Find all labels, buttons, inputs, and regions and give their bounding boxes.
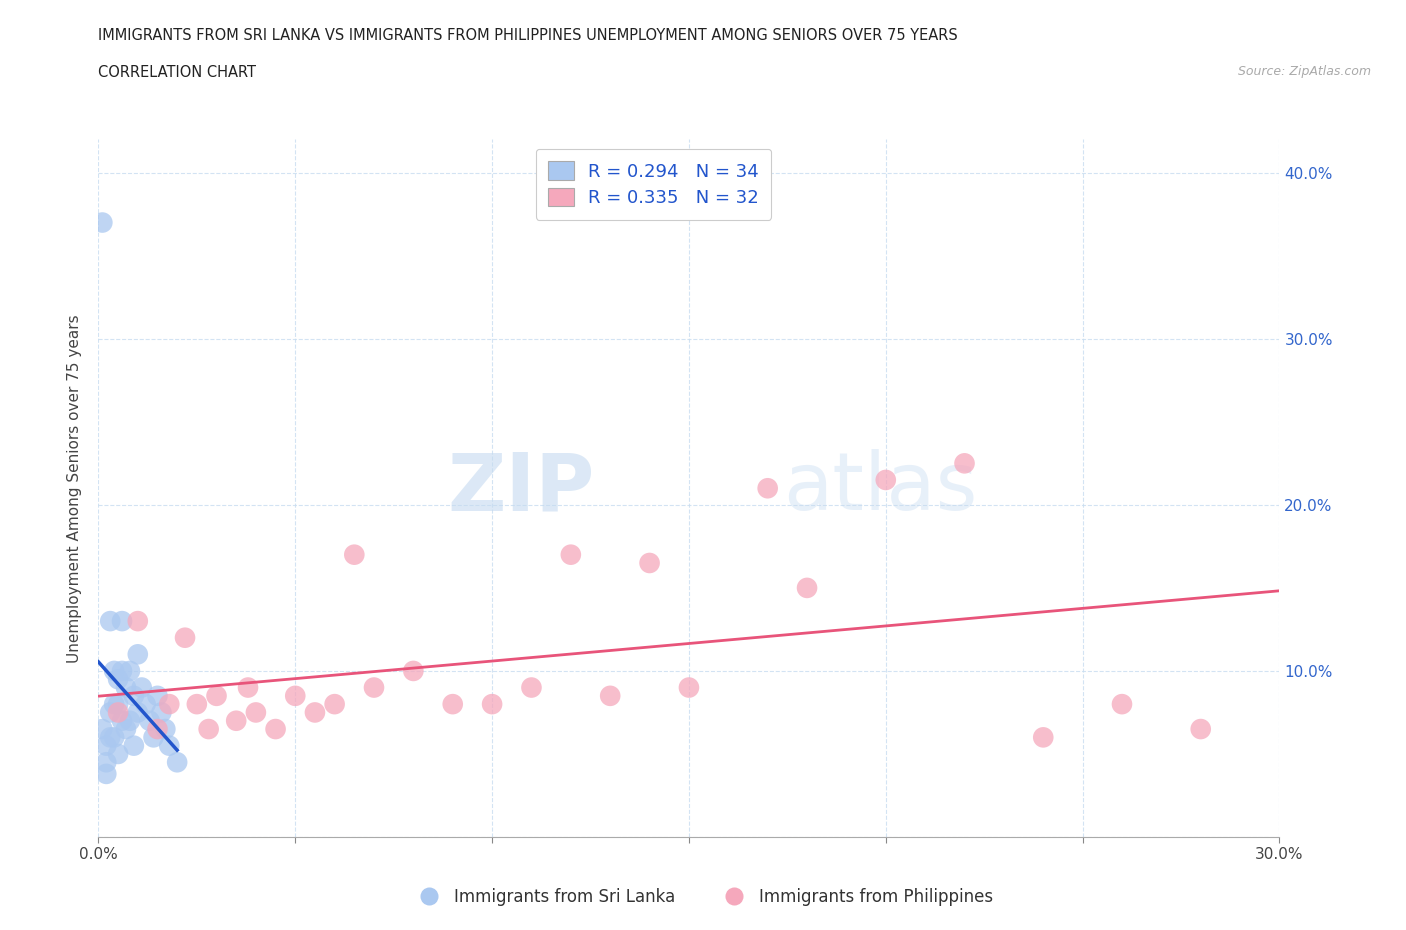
Point — [122, 688, 145, 703]
Point — [1032, 730, 1054, 745]
Point — [678, 680, 700, 695]
Point — [441, 697, 464, 711]
Point — [236, 680, 259, 695]
Point — [142, 730, 165, 745]
Point — [875, 472, 897, 487]
Point — [1111, 697, 1133, 711]
Point — [98, 614, 121, 629]
Point — [323, 697, 346, 711]
Point — [756, 481, 779, 496]
Point — [107, 671, 129, 686]
Point — [174, 631, 197, 645]
Point — [115, 680, 138, 695]
Text: CORRELATION CHART: CORRELATION CHART — [98, 65, 256, 80]
Point — [225, 713, 247, 728]
Point — [122, 738, 145, 753]
Point — [96, 755, 118, 770]
Point — [520, 680, 543, 695]
Point — [96, 738, 118, 753]
Point — [186, 697, 208, 711]
Text: Source: ZipAtlas.com: Source: ZipAtlas.com — [1237, 65, 1371, 78]
Point — [155, 722, 177, 737]
Point — [363, 680, 385, 695]
Point — [131, 680, 153, 695]
Point — [796, 580, 818, 595]
Point — [118, 663, 141, 678]
Point — [1189, 722, 1212, 737]
Point — [96, 766, 118, 781]
Point — [135, 697, 157, 711]
Y-axis label: Unemployment Among Seniors over 75 years: Unemployment Among Seniors over 75 years — [67, 314, 83, 662]
Point — [638, 555, 661, 570]
Point — [560, 547, 582, 562]
Point — [115, 722, 138, 737]
Text: atlas: atlas — [783, 449, 977, 527]
Text: IMMIGRANTS FROM SRI LANKA VS IMMIGRANTS FROM PHILIPPINES UNEMPLOYMENT AMONG SENI: IMMIGRANTS FROM SRI LANKA VS IMMIGRANTS … — [98, 28, 957, 43]
Point — [284, 688, 307, 703]
Point — [91, 215, 114, 230]
Point — [111, 614, 134, 629]
Point — [103, 663, 125, 678]
Point — [402, 663, 425, 678]
Legend: R = 0.294   N = 34, R = 0.335   N = 32: R = 0.294 N = 34, R = 0.335 N = 32 — [536, 149, 772, 219]
Point — [107, 705, 129, 720]
Point — [599, 688, 621, 703]
Point — [103, 730, 125, 745]
Point — [146, 688, 169, 703]
Point — [953, 456, 976, 471]
Point — [98, 705, 121, 720]
Point — [138, 713, 160, 728]
Legend: Immigrants from Sri Lanka, Immigrants from Philippines: Immigrants from Sri Lanka, Immigrants fr… — [406, 881, 1000, 912]
Point — [146, 722, 169, 737]
Point — [111, 663, 134, 678]
Point — [91, 722, 114, 737]
Point — [157, 697, 180, 711]
Point — [481, 697, 503, 711]
Point — [197, 722, 219, 737]
Point — [304, 705, 326, 720]
Point — [127, 705, 149, 720]
Point — [127, 647, 149, 662]
Point — [245, 705, 267, 720]
Text: ZIP: ZIP — [447, 449, 595, 527]
Point — [103, 697, 125, 711]
Point — [166, 755, 188, 770]
Point — [98, 730, 121, 745]
Point — [205, 688, 228, 703]
Point — [157, 738, 180, 753]
Point — [150, 705, 173, 720]
Point — [264, 722, 287, 737]
Point — [111, 713, 134, 728]
Point — [127, 614, 149, 629]
Point — [107, 747, 129, 762]
Point — [118, 713, 141, 728]
Point — [343, 547, 366, 562]
Point — [107, 697, 129, 711]
